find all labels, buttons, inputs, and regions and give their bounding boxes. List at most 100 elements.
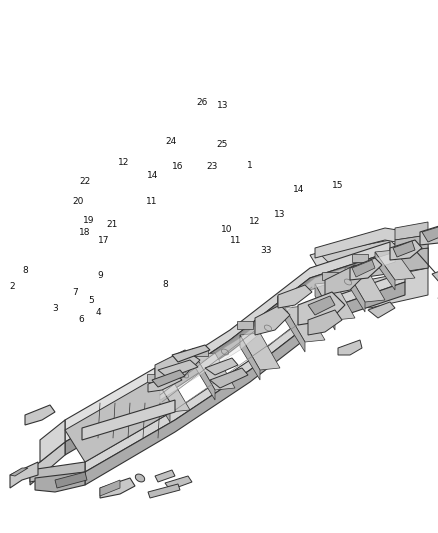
Text: 2: 2 <box>10 282 15 291</box>
Polygon shape <box>240 333 280 370</box>
Text: 9: 9 <box>97 271 103 280</box>
Polygon shape <box>368 302 395 318</box>
Polygon shape <box>148 484 180 498</box>
Polygon shape <box>420 222 438 245</box>
Polygon shape <box>308 296 335 315</box>
Text: 8: 8 <box>162 280 169 288</box>
Polygon shape <box>152 370 185 387</box>
Polygon shape <box>328 268 428 308</box>
Polygon shape <box>360 248 428 278</box>
Polygon shape <box>205 358 238 375</box>
Polygon shape <box>315 284 335 330</box>
Polygon shape <box>82 400 175 440</box>
Polygon shape <box>395 235 428 252</box>
Polygon shape <box>100 478 135 498</box>
Text: 14: 14 <box>293 185 304 194</box>
Text: 21: 21 <box>106 221 117 229</box>
Polygon shape <box>40 420 65 462</box>
Polygon shape <box>338 340 362 355</box>
Text: 17: 17 <box>98 237 110 245</box>
Polygon shape <box>352 260 375 277</box>
Text: 26: 26 <box>197 99 208 107</box>
Text: 6: 6 <box>78 316 84 324</box>
Polygon shape <box>65 242 390 442</box>
Polygon shape <box>25 405 55 425</box>
Polygon shape <box>35 472 85 492</box>
Text: 12: 12 <box>118 158 129 167</box>
Text: 20: 20 <box>72 197 84 206</box>
Polygon shape <box>237 321 253 329</box>
Text: 15: 15 <box>332 181 343 190</box>
Polygon shape <box>320 240 398 262</box>
Polygon shape <box>298 292 345 325</box>
Polygon shape <box>325 265 365 295</box>
Polygon shape <box>375 250 415 280</box>
Polygon shape <box>195 355 215 400</box>
Text: 10: 10 <box>221 225 233 233</box>
Polygon shape <box>393 241 415 257</box>
Text: 1: 1 <box>247 161 253 169</box>
Polygon shape <box>155 470 175 482</box>
Ellipse shape <box>135 474 145 482</box>
Polygon shape <box>192 348 208 356</box>
Polygon shape <box>388 248 428 274</box>
Polygon shape <box>195 353 235 390</box>
Polygon shape <box>100 480 120 496</box>
Polygon shape <box>10 462 38 488</box>
Polygon shape <box>210 368 248 388</box>
Polygon shape <box>30 462 85 482</box>
Polygon shape <box>395 222 428 240</box>
Polygon shape <box>55 472 87 488</box>
Polygon shape <box>10 468 28 476</box>
Polygon shape <box>150 378 170 422</box>
Text: 25: 25 <box>217 141 228 149</box>
Polygon shape <box>278 285 312 308</box>
Text: 19: 19 <box>83 216 94 224</box>
Polygon shape <box>85 282 405 485</box>
Polygon shape <box>322 272 338 280</box>
Text: 4: 4 <box>96 309 101 317</box>
Text: 11: 11 <box>230 237 241 245</box>
Polygon shape <box>65 368 155 442</box>
Text: 23: 23 <box>206 163 217 171</box>
Polygon shape <box>375 252 395 290</box>
Text: 16: 16 <box>172 163 183 171</box>
Polygon shape <box>345 268 365 312</box>
Polygon shape <box>158 360 198 378</box>
Polygon shape <box>148 374 182 392</box>
Text: 33: 33 <box>261 246 272 255</box>
Polygon shape <box>345 266 385 302</box>
Text: 24: 24 <box>165 137 177 146</box>
Polygon shape <box>255 305 290 335</box>
Polygon shape <box>308 310 342 335</box>
Text: 22: 22 <box>79 177 90 185</box>
Polygon shape <box>155 350 200 388</box>
Polygon shape <box>240 335 260 380</box>
Text: 3: 3 <box>52 304 58 312</box>
Polygon shape <box>390 240 422 260</box>
Polygon shape <box>277 296 293 304</box>
Polygon shape <box>422 224 438 242</box>
Polygon shape <box>30 442 65 485</box>
Text: 13: 13 <box>217 101 228 110</box>
Text: 13: 13 <box>274 210 285 219</box>
Polygon shape <box>315 282 355 320</box>
Text: 11: 11 <box>146 197 158 206</box>
Polygon shape <box>65 252 390 455</box>
Polygon shape <box>160 252 395 400</box>
Polygon shape <box>85 272 405 472</box>
Polygon shape <box>165 476 192 490</box>
Text: 18: 18 <box>79 228 90 237</box>
Text: 12: 12 <box>249 217 261 225</box>
Polygon shape <box>150 376 190 412</box>
Text: 5: 5 <box>88 296 94 304</box>
Polygon shape <box>310 240 428 280</box>
Polygon shape <box>352 254 368 262</box>
Polygon shape <box>285 308 305 352</box>
Text: 14: 14 <box>147 172 158 180</box>
Text: 8: 8 <box>22 266 28 275</box>
Text: 7: 7 <box>72 288 78 296</box>
Polygon shape <box>172 345 210 362</box>
Polygon shape <box>285 306 325 342</box>
Polygon shape <box>315 228 428 258</box>
